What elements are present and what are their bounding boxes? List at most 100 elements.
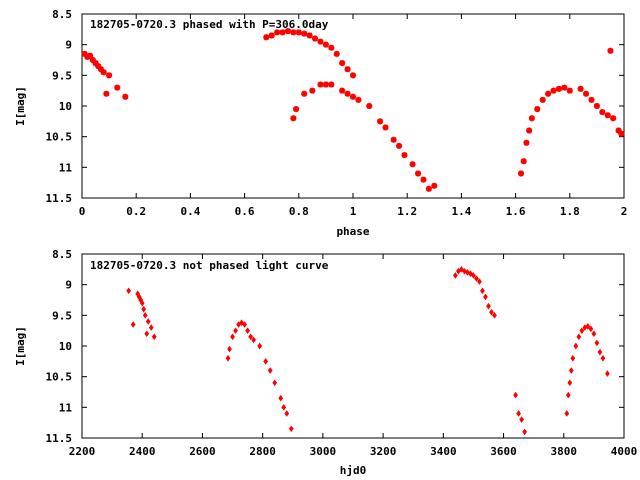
data-point (301, 90, 308, 97)
data-point (81, 50, 88, 57)
data-point (519, 416, 524, 423)
plot-frame (81, 253, 625, 439)
y-axis-title: I[mag] (14, 86, 27, 126)
data-point (148, 324, 154, 331)
x-tick-label: 1.6 (506, 205, 526, 218)
data-point (322, 81, 329, 88)
data-point (486, 302, 491, 310)
data-point (281, 404, 287, 411)
data-point (565, 391, 571, 399)
data-point (242, 321, 247, 328)
data-point (588, 96, 595, 103)
data-point (257, 342, 263, 350)
data-point (295, 29, 302, 36)
data-point (225, 354, 231, 362)
data-point (248, 333, 253, 341)
y-tick-label: 10 (59, 100, 72, 113)
data-point (312, 35, 319, 42)
x-tick-label: 0.6 (235, 205, 255, 218)
y-tick-label: 10 (59, 340, 72, 353)
data-point (453, 272, 458, 279)
x-tick-label: 0.2 (126, 205, 146, 218)
data-point (600, 354, 606, 362)
y-tick-label: 9 (65, 39, 72, 52)
data-point (227, 345, 232, 353)
data-point (382, 124, 389, 131)
y-tick-label: 9 (65, 279, 72, 292)
data-point (130, 321, 136, 328)
data-point (615, 127, 622, 134)
data-point (103, 90, 110, 97)
data-point (333, 50, 340, 57)
data-point (545, 90, 552, 97)
data-point (396, 142, 403, 149)
data-point (350, 93, 356, 100)
y-tick-label: 11.5 (46, 192, 73, 205)
data-point (526, 127, 533, 134)
data-point (539, 96, 546, 103)
data-point (141, 305, 147, 313)
data-point (570, 354, 576, 362)
data-point (566, 87, 573, 94)
data-point (561, 84, 568, 91)
chart-title: 182705-0720.3 not phased light curve (90, 259, 329, 272)
data-point (339, 87, 346, 94)
data-point (106, 72, 113, 79)
data-point (594, 339, 600, 347)
data-point (284, 28, 291, 35)
data-point (564, 410, 570, 417)
data-point (272, 379, 278, 387)
y-tick-label: 11 (59, 161, 73, 174)
phased-light-curve-panel: 0 0.2 0.4 0.6 0.8 1 1.2 1.4 1.6 1.8 2 8.5 9 9.5 10 10.5… (14, 8, 627, 238)
y-tick-label: 11.5 (46, 432, 73, 445)
data-point (139, 299, 145, 307)
data-point (344, 66, 351, 73)
data-point (290, 115, 297, 122)
data-point (122, 93, 129, 100)
x-tick-label: 0 (79, 205, 86, 218)
data-point (344, 90, 351, 97)
data-point (89, 57, 96, 63)
data-point (555, 85, 562, 92)
x-tick-label: 3400 (430, 445, 457, 458)
data-point (492, 312, 497, 319)
y-axis-title: I[mag] (14, 326, 27, 366)
x-tick-label: 1.8 (560, 205, 580, 218)
data-point (279, 29, 286, 36)
data-point (567, 379, 573, 387)
data-point (618, 130, 625, 137)
data-point (355, 96, 362, 103)
x-tick-label: 2600 (189, 445, 216, 458)
data-point (274, 29, 281, 36)
data-point (605, 370, 610, 377)
data-point (516, 410, 521, 417)
data-point (401, 152, 408, 159)
data-point (151, 333, 157, 341)
data-point (126, 287, 132, 295)
data-point (599, 109, 606, 116)
data-point (284, 410, 290, 417)
data-point (328, 81, 335, 88)
data-point (95, 63, 102, 70)
y-tick-label: 10.5 (46, 371, 73, 384)
x-tick-label: 0.4 (180, 205, 200, 218)
data-point (322, 41, 329, 48)
data-point (144, 330, 150, 338)
data-point (573, 342, 579, 350)
data-point (309, 87, 316, 94)
data-point (528, 115, 535, 122)
data-point (577, 85, 584, 92)
data-point (251, 336, 257, 344)
data-point (339, 60, 346, 67)
data-point (267, 367, 273, 374)
data-point (471, 272, 476, 279)
data-point (233, 327, 238, 334)
chart-title: 182705-0720.3 phased with P=306.0day (90, 18, 329, 31)
data-point (92, 60, 99, 67)
x-tick-label: 3200 (370, 445, 397, 458)
data-point (415, 170, 422, 177)
unphased-light-curve-panel: 2200 2400 2600 2800 3000 3200 3400 3600 3800 4000… (14, 248, 637, 477)
data-point (585, 323, 591, 330)
data-point (576, 333, 582, 341)
